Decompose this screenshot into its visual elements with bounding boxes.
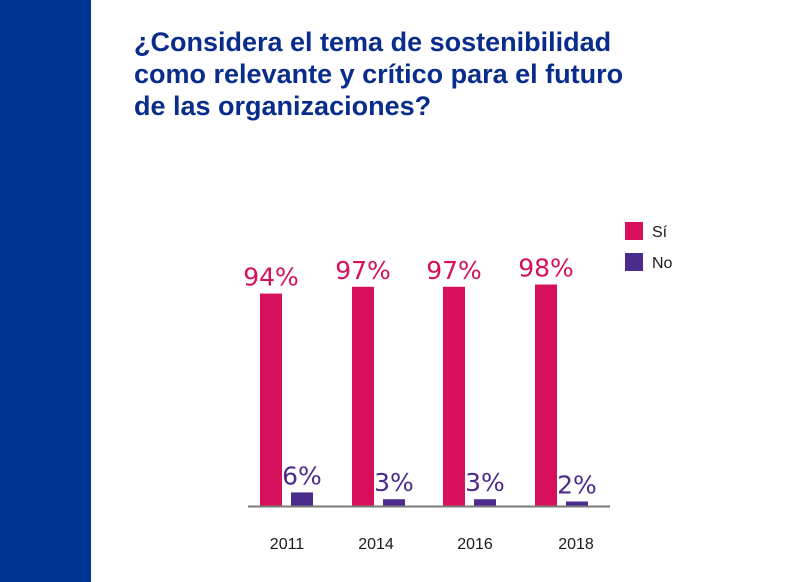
- value-label-no-2018: 2%: [557, 470, 597, 499]
- bar-no-2018: [566, 501, 588, 506]
- side-band: [0, 0, 91, 582]
- bar-si-2016: [443, 286, 465, 506]
- value-label-si-2016: 97%: [426, 256, 482, 285]
- bar-no-2016: [474, 499, 496, 506]
- bar-si-2011: [260, 293, 282, 506]
- year-label-2011: 2011: [270, 536, 305, 553]
- value-label-no-2011: 6%: [282, 461, 322, 490]
- legend-label-no: No: [652, 255, 673, 272]
- value-label-no-2016: 3%: [465, 468, 505, 497]
- legend-swatch-no: [625, 253, 643, 271]
- legend-swatch-si: [625, 222, 643, 240]
- value-label-no-2014: 3%: [374, 468, 414, 497]
- title-line-3: de las organizaciones?: [134, 91, 432, 121]
- year-label-2016: 2016: [457, 536, 493, 553]
- bar-si-2018: [535, 284, 557, 506]
- value-label-si-2018: 98%: [518, 254, 574, 283]
- bar-no-2014: [383, 499, 405, 506]
- value-label-si-2011: 94%: [243, 263, 299, 292]
- value-label-si-2014: 97%: [335, 256, 391, 285]
- year-label-2018: 2018: [558, 536, 594, 553]
- bar-no-2011: [291, 492, 313, 506]
- title-line-2: como relevante y crítico para el futuro: [134, 59, 624, 89]
- chart-title: ¿Considera el tema de sostenibilidad com…: [134, 26, 754, 122]
- year-label-2014: 2014: [358, 536, 394, 553]
- title-line-1: ¿Considera el tema de sostenibilidad: [134, 27, 612, 57]
- legend-label-si: Sí: [652, 224, 668, 241]
- bar-si-2014: [352, 286, 374, 506]
